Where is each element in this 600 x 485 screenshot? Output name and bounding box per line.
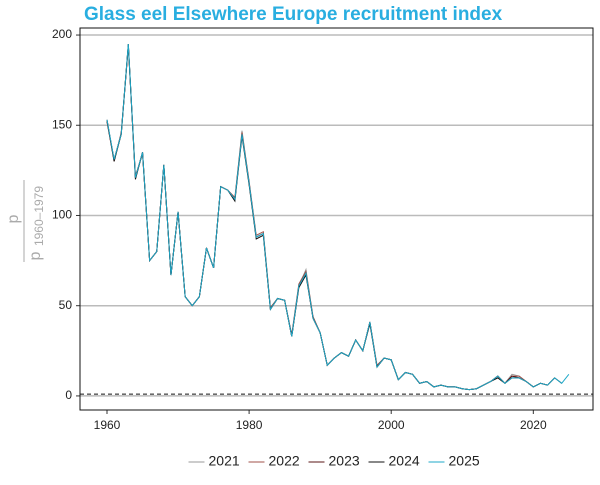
series-line — [106, 44, 541, 391]
series-line — [106, 45, 555, 391]
x-tick-label: 2020 — [520, 418, 547, 432]
series-line — [106, 44, 563, 391]
series-line — [106, 44, 570, 391]
legend-label: 2025 — [449, 453, 480, 469]
y-label-denominator: p — [27, 251, 44, 260]
y-tick-label: 50 — [59, 298, 73, 312]
x-tick-label: 1960 — [94, 418, 121, 432]
y-tick-label: 150 — [52, 117, 72, 131]
legend-label: 2023 — [329, 453, 360, 469]
plot-border — [79, 27, 594, 411]
y-label: p p 1960–1979 — [5, 180, 46, 262]
x-tick-label: 2000 — [378, 418, 405, 432]
legend-label: 2022 — [269, 453, 300, 469]
x-tick-label: 1980 — [236, 418, 263, 432]
y-tick-label: 200 — [52, 27, 72, 41]
y-tick-label: 100 — [52, 208, 72, 222]
series-line — [106, 45, 548, 391]
y-label-subscript: 1960–1979 — [32, 186, 46, 246]
y-tick-label: 0 — [65, 388, 72, 402]
chart-title: Glass eel Elsewhere Europe recruitment i… — [84, 4, 503, 25]
legend-label: 2024 — [389, 453, 420, 469]
y-label-numerator: p — [5, 214, 22, 223]
legend-label: 2021 — [209, 453, 240, 469]
